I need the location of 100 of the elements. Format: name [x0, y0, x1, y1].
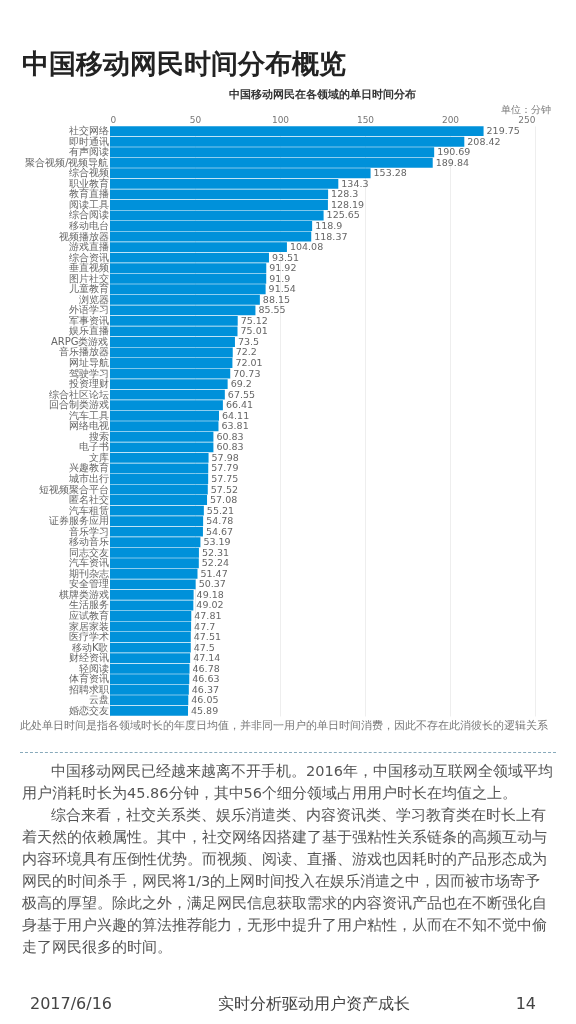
y-tick-label: 游戏直播 — [68, 241, 109, 253]
data-label: 72.2 — [235, 346, 257, 358]
data-label: 46.05 — [191, 694, 219, 706]
data-label: 57.98 — [211, 451, 239, 463]
y-tick-label: 文库 — [88, 451, 109, 463]
x-tick-label: 0 — [110, 114, 117, 125]
data-label: 46.78 — [192, 662, 220, 674]
data-label: 70.73 — [233, 367, 261, 379]
data-label: 118.37 — [314, 230, 348, 242]
data-label: 50.37 — [198, 578, 226, 590]
y-tick-label: 儿童教育 — [68, 283, 109, 295]
y-tick-label: 婚恋交友 — [68, 704, 109, 716]
y-tick-label: 兴趣教育 — [68, 462, 109, 474]
data-label: 67.55 — [227, 388, 256, 400]
y-tick-label: 有声阅读 — [68, 146, 109, 158]
x-tick-label: 250 — [518, 114, 536, 125]
y-tick-label: 综合视频 — [68, 167, 109, 179]
y-tick-label: 综合社区论坛 — [48, 388, 109, 400]
y-tick-label: 医疗学术 — [68, 631, 109, 643]
y-tick-label: 教育直播 — [68, 188, 109, 200]
text: 此处单日时间是指各领域时长的年度日均值，并非同一用户的单日时间消费，因此不存在此消彼长的逻辑关系 — [20, 719, 549, 733]
chart-subtitle: 中国移动网民在各领域的单日时间分布 — [229, 88, 416, 101]
x-tick-label: 50 — [189, 114, 202, 125]
y-tick-label: 轻阅读 — [78, 662, 109, 674]
y-tick-label: 军事资讯 — [68, 314, 109, 326]
data-label: 46.63 — [192, 673, 220, 685]
y-tick-label: 同志交友 — [68, 546, 109, 558]
y-tick-label: 综合阅读 — [68, 209, 109, 221]
text: 中国移动网民已经越来越离不开手机。2016年，中国移动互联网全领域平均用户消耗时长为45.86分钟，其中56个细分领域占用用户时长在均值之上。 — [22, 762, 554, 803]
data-label: 219.75 — [486, 125, 520, 137]
data-label: 54.67 — [205, 525, 234, 537]
y-tick-label: ARPG类游戏 — [50, 335, 109, 347]
data-label: 64.11 — [221, 409, 250, 421]
data-label: 189.84 — [435, 156, 469, 168]
y-tick-label: 垂直视频 — [68, 262, 109, 274]
data-label: 47.14 — [193, 652, 221, 664]
y-tick-label: 期刊杂志 — [68, 567, 109, 579]
x-tick-label: 100 — [271, 114, 290, 125]
data-label: 91.54 — [268, 283, 296, 295]
y-tick-label: 电子书 — [78, 441, 109, 453]
y-tick-label: 网址导航 — [68, 357, 109, 369]
data-label: 128.19 — [330, 198, 365, 210]
y-tick-label: 汽车工具 — [68, 409, 109, 421]
data-label: 118.9 — [315, 220, 343, 232]
y-tick-label: 生活服务 — [68, 599, 109, 611]
y-tick-label: 音乐学习 — [68, 525, 109, 537]
data-label: 190.69 — [437, 146, 471, 158]
y-tick-label: 娱乐直播 — [68, 325, 109, 337]
y-tick-label: 移动电台 — [68, 220, 109, 232]
text: 2017/6/16 — [30, 994, 113, 1015]
y-tick-label: 招聘求职 — [67, 683, 109, 695]
data-label: 60.83 — [216, 441, 244, 453]
data-label: 91.9 — [269, 272, 291, 284]
y-tick-label: 回合制类游戏 — [48, 399, 109, 411]
data-label: 57.79 — [211, 462, 239, 474]
data-label: 153.28 — [373, 167, 407, 179]
y-tick-label: 安全管理 — [68, 578, 109, 590]
y-tick-label: 搜索 — [88, 430, 109, 442]
y-tick-label: 体育资讯 — [68, 673, 109, 685]
x-axis-title: 单位：分钟 — [500, 103, 551, 115]
y-tick-label: 财经资讯 — [68, 652, 109, 664]
data-label: 66.41 — [225, 399, 254, 411]
data-label: 46.37 — [191, 683, 220, 695]
y-tick-label: 云盘 — [88, 694, 109, 706]
y-tick-label: 音乐播放器 — [58, 346, 109, 358]
y-tick-label: 移动K歌 — [71, 641, 109, 653]
data-label: 47.5 — [193, 641, 215, 653]
y-tick-label: 综合资讯 — [68, 251, 109, 263]
y-tick-label: 驾驶学习 — [68, 367, 109, 379]
data-label: 47.51 — [193, 631, 221, 643]
data-label: 72.01 — [235, 357, 263, 369]
data-label: 47.81 — [194, 609, 222, 621]
data-label: 125.65 — [326, 209, 360, 221]
data-label: 51.47 — [200, 567, 228, 579]
y-tick-label: 阅读工具 — [68, 198, 109, 210]
data-label: 69.2 — [230, 378, 252, 390]
data-label: 52.31 — [201, 546, 230, 558]
y-tick-label: 聚合视频/视频导航 — [25, 156, 109, 168]
data-label: 93.51 — [271, 251, 300, 263]
data-label: 47.7 — [194, 620, 216, 632]
data-label: 45.89 — [191, 704, 219, 716]
data-label: 134.3 — [341, 177, 369, 189]
y-tick-label: 投资理财 — [67, 378, 109, 390]
x-tick-label: 200 — [441, 114, 460, 125]
data-label: 54.78 — [206, 515, 234, 527]
data-label: 49.18 — [196, 588, 224, 600]
data-label: 57.75 — [211, 472, 239, 484]
y-tick-label: 网络电视 — [68, 420, 109, 432]
data-label: 52.24 — [201, 557, 230, 569]
y-tick-label: 移动音乐 — [68, 536, 109, 548]
data-label: 85.55 — [258, 304, 286, 316]
y-tick-label: 浏览器 — [78, 293, 109, 305]
text: 实时分析驱动用户资产成长 — [217, 994, 410, 1015]
data-label: 75.12 — [240, 314, 268, 326]
data-label: 104.08 — [289, 241, 324, 253]
y-tick-label: 职业教育 — [68, 177, 109, 189]
data-label: 208.42 — [467, 135, 501, 147]
data-label: 128.3 — [331, 188, 359, 200]
text: 14 — [515, 994, 536, 1015]
y-tick-label: 短视频聚合平台 — [38, 483, 109, 495]
